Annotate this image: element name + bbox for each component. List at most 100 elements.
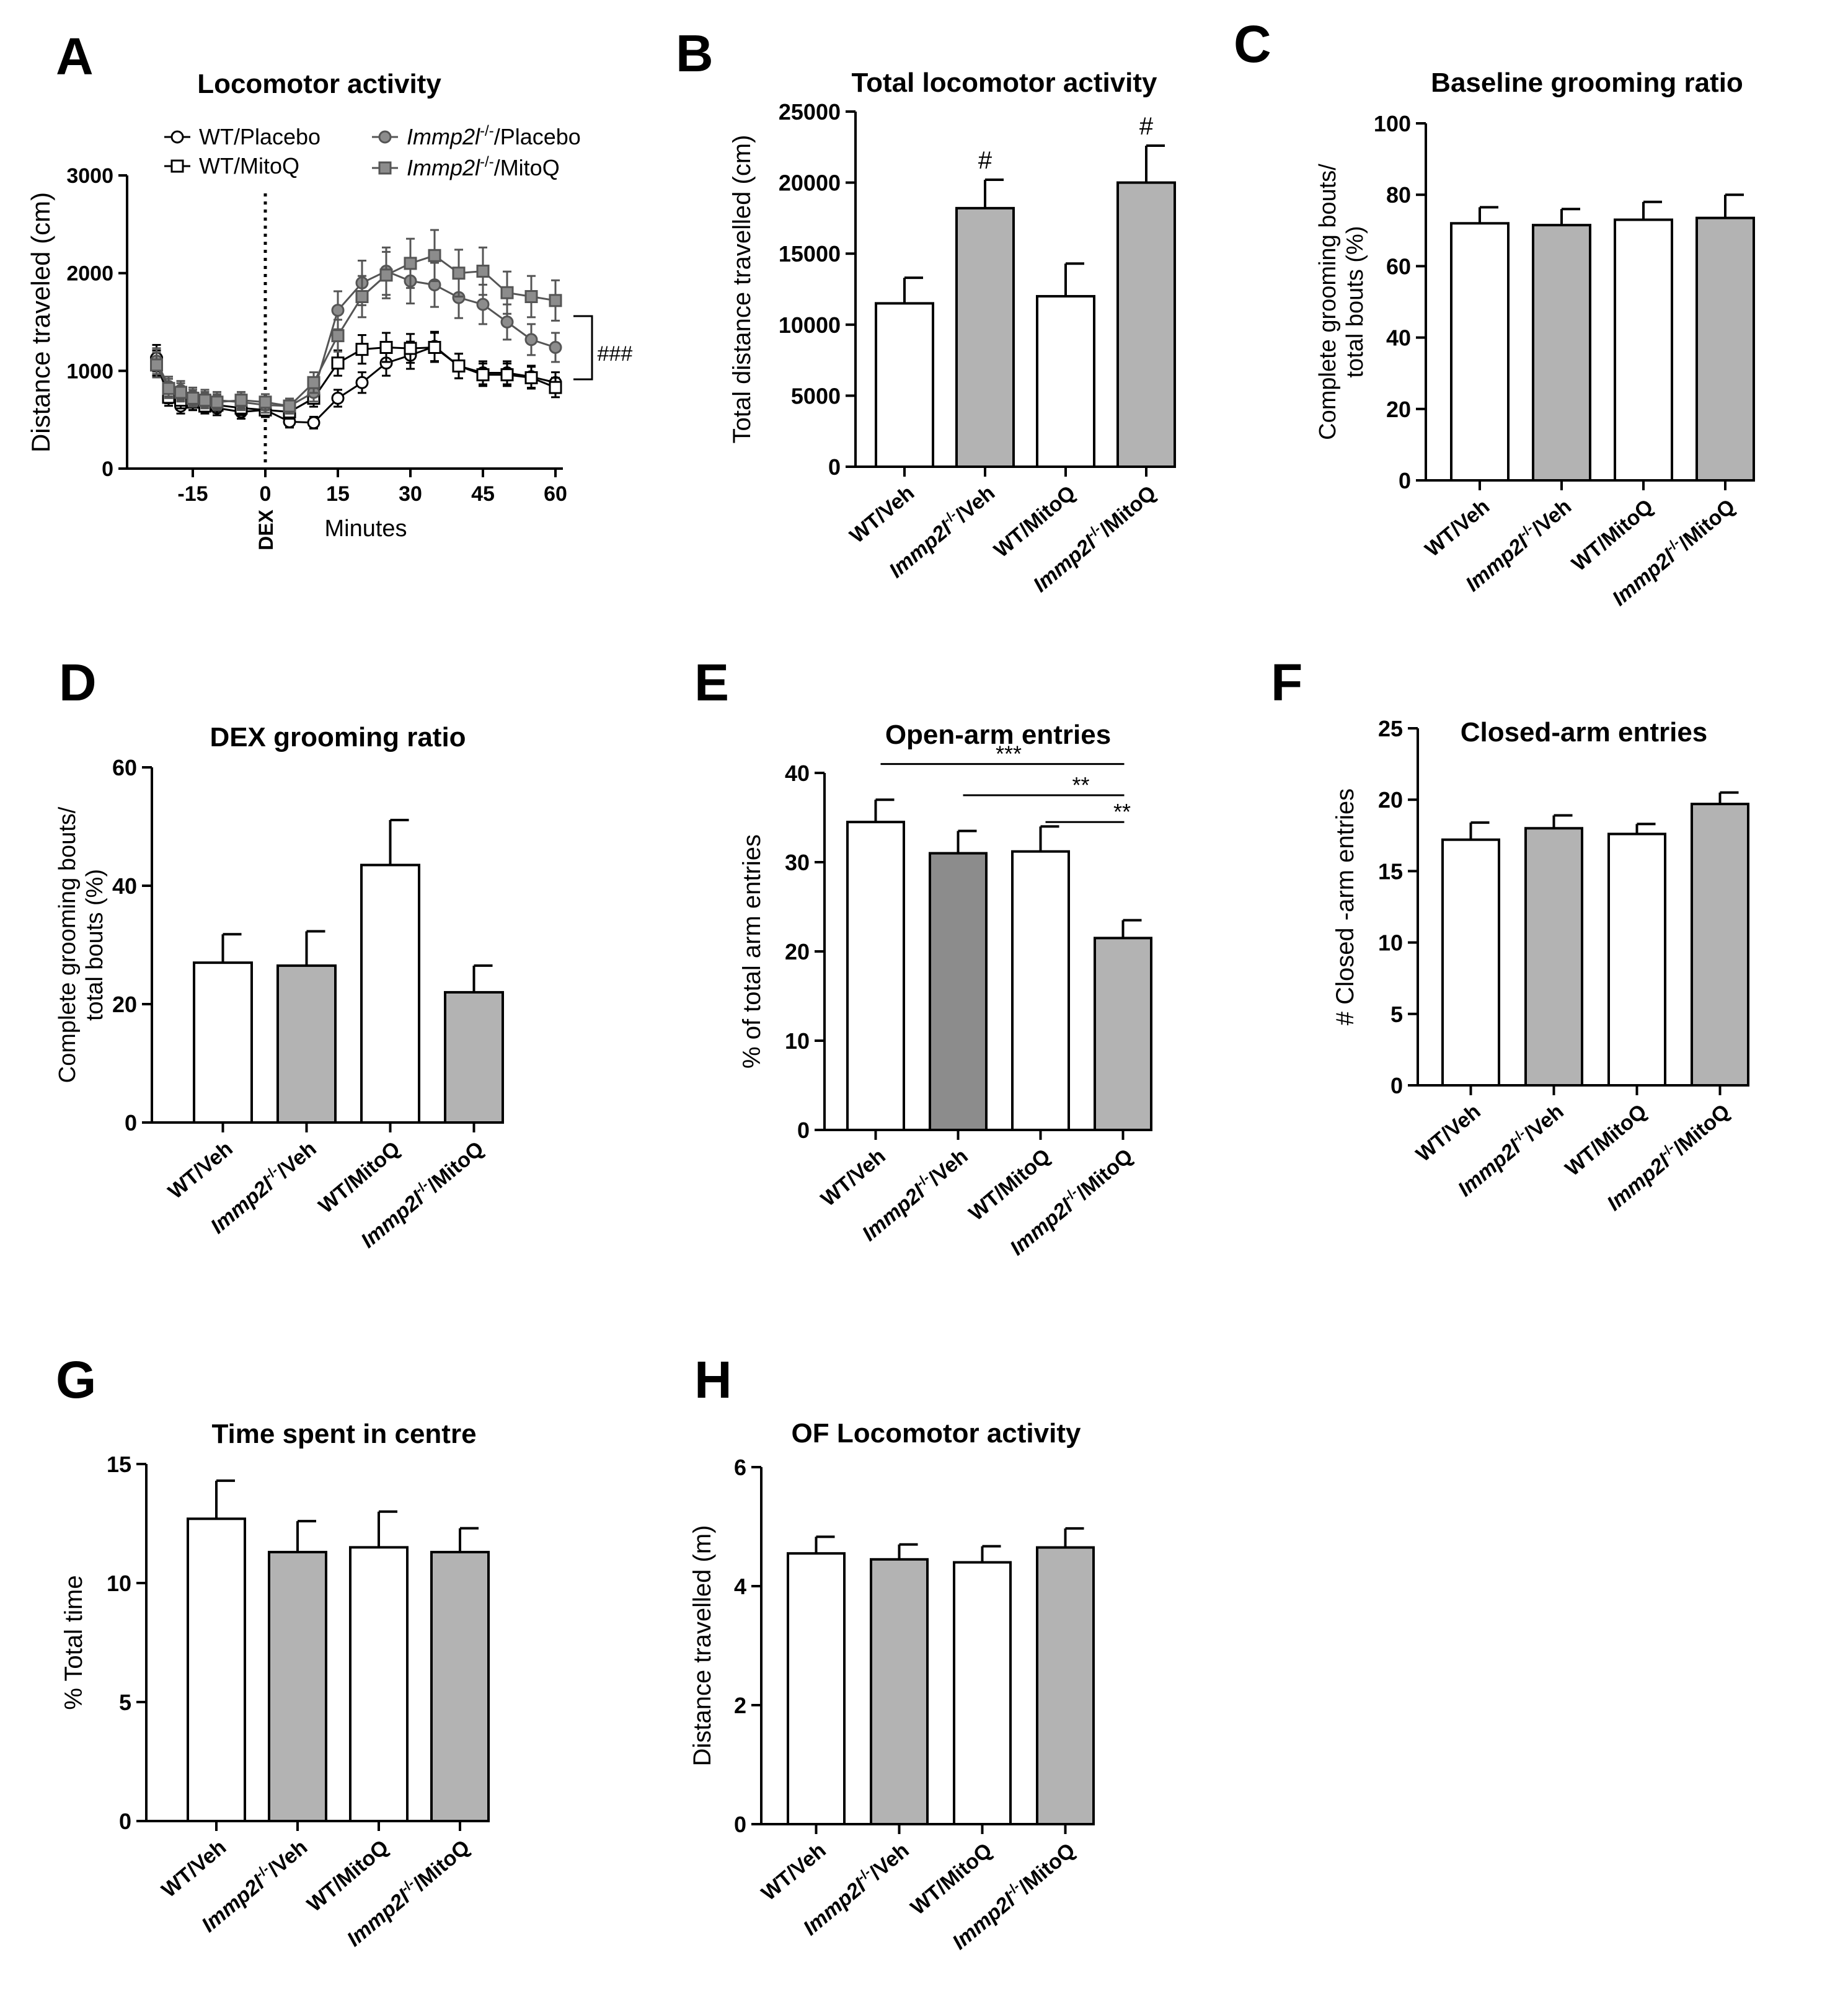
significance-label: **: [1113, 799, 1131, 824]
category-treatment: /Veh: [951, 481, 999, 527]
data-point: [476, 368, 490, 382]
legend-marker: [378, 161, 392, 175]
data-point: [500, 368, 514, 382]
x-tick-label: 45: [471, 482, 495, 506]
category-label: WT/Veh: [846, 481, 919, 548]
panel-label: C: [1234, 15, 1271, 73]
y-tick-label: 0: [1399, 468, 1411, 493]
category-label: WT/Veh: [157, 1835, 231, 1902]
y-axis-label: Distance travelled (m): [689, 1525, 716, 1766]
data-point: [283, 399, 296, 413]
bar: [870, 1558, 929, 1826]
y-tick-label: 15000: [779, 241, 841, 267]
data-point: [524, 290, 538, 304]
category-treatment: /MitoQ: [423, 1137, 488, 1197]
data-point: [198, 394, 211, 407]
y-tick-label: 5000: [791, 383, 841, 408]
significance-mark: #: [1139, 113, 1154, 140]
y-tick-label: 20000: [779, 170, 841, 196]
bar: [276, 964, 337, 1124]
y-axis-label-line: total bouts (%): [82, 869, 108, 1021]
data-point: [162, 382, 175, 395]
panel-g: G Time spent in centre 0 5 10 15 % Total time W…: [56, 1351, 490, 1951]
x-axis-label: Minutes: [324, 516, 407, 542]
data-point: [355, 290, 369, 304]
data-point: [379, 340, 393, 354]
y-tick-label: 40: [785, 761, 810, 786]
y-axis-label: Complete grooming bouts/total bouts (%): [1315, 164, 1368, 440]
chart-title: Baseline grooming ratio: [1431, 68, 1743, 98]
category-gene: Immp2l: [343, 1885, 415, 1951]
data-point: [331, 304, 345, 317]
chart-title: Time spent in centre: [211, 1419, 476, 1449]
data-point: [174, 386, 187, 399]
significance-mark: #: [978, 147, 993, 174]
category-gene: Immp2l: [206, 1172, 279, 1238]
category-text: WT/Veh: [816, 1144, 890, 1211]
panel-label: A: [56, 27, 94, 86]
bar: [955, 206, 1015, 468]
data-point: [524, 371, 538, 384]
category-treatment: /MitoQ: [1072, 1144, 1137, 1204]
category-gene: Immp2l: [197, 1871, 270, 1937]
data-point: [524, 333, 538, 346]
panel-label: H: [694, 1351, 732, 1409]
panel-label: B: [676, 24, 714, 82]
data-point: [331, 329, 345, 343]
y-tick-label: 100: [1374, 111, 1411, 136]
chart-title: Locomotor activity: [197, 69, 441, 99]
panel-f: F Closed-arm entries 0 5 10 15 20 25 # Closed -a…: [1271, 653, 1749, 1215]
category-treatment: /Veh: [273, 1137, 321, 1183]
data-point: [331, 356, 345, 370]
legend-entry: WT/Placebo: [199, 124, 321, 149]
legend-treatment: /Placebo: [494, 124, 581, 149]
y-tick-label: 10: [107, 1571, 131, 1596]
data-point: [452, 359, 466, 373]
data-point: [476, 298, 490, 311]
bar: [349, 1546, 409, 1822]
bar: [1450, 222, 1510, 482]
data-point: [210, 395, 224, 409]
panel-c: C Baseline grooming ratio 0 20 40 60 80 100 Comp…: [1234, 15, 1755, 611]
data-point: [331, 391, 345, 405]
y-tick-label: 0: [125, 1110, 137, 1136]
y-axis-label: % of total arm entries: [738, 834, 766, 1069]
y-tick-label: 25: [1378, 716, 1403, 741]
data-point: [404, 257, 417, 270]
data-point: [549, 381, 562, 394]
significance-label: ***: [996, 741, 1022, 767]
y-tick-label: 1000: [66, 359, 113, 383]
bar: [1036, 1546, 1095, 1826]
bar: [1695, 216, 1755, 482]
y-tick-label: 20: [785, 939, 810, 964]
y-tick-label: 3000: [66, 164, 113, 188]
category-treatment: /MitoQ: [1669, 1100, 1734, 1160]
data-point: [549, 294, 562, 307]
data-point: [379, 268, 393, 282]
category-label: WT/Veh: [1421, 495, 1494, 562]
category-text: WT/Veh: [846, 481, 919, 548]
y-tick-label: 80: [1386, 182, 1411, 208]
legend-marker: [170, 130, 184, 144]
category-gene: Immp2l: [1603, 1149, 1675, 1215]
significance-label: ###: [597, 342, 633, 366]
y-tick-label: 2: [734, 1693, 746, 1718]
panel-label: E: [694, 653, 729, 712]
y-axis-label: % Total time: [60, 1575, 87, 1709]
bar: [1607, 832, 1666, 1087]
x-tick-label: -15: [177, 482, 208, 506]
bar: [1036, 294, 1095, 468]
bar: [268, 1551, 327, 1823]
y-tick-label: 20: [1386, 397, 1411, 422]
category-gene: Immp2l: [1029, 531, 1102, 597]
category-text: WT/Veh: [757, 1838, 830, 1905]
category-treatment: /Veh: [1527, 495, 1576, 540]
data-point: [307, 416, 321, 430]
category-gene: Immp2l: [1006, 1194, 1078, 1260]
category-treatment: /MitoQ: [1014, 1838, 1079, 1899]
x-tick-label: 30: [399, 482, 422, 506]
category-treatment: /Veh: [263, 1835, 312, 1881]
panel-h: H OF Locomotor activity 0 2 4 6 Distance trave…: [689, 1351, 1095, 1954]
y-axis-label: Complete grooming bouts/total bouts (%): [55, 806, 108, 1083]
